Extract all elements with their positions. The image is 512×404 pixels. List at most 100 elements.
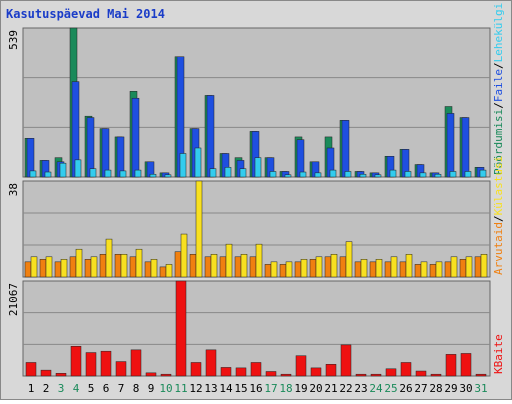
legend: Arvutaid/Külastusi (492, 156, 505, 275)
bar (120, 254, 128, 278)
bar (40, 369, 52, 377)
bar (355, 373, 367, 377)
bar (250, 362, 262, 377)
x-tick-label: 13 (204, 382, 217, 395)
bar (269, 171, 277, 178)
bar (324, 256, 332, 278)
bar (239, 168, 247, 178)
bar (434, 173, 442, 178)
bar (129, 256, 137, 278)
bar (280, 373, 292, 377)
bar (114, 254, 122, 278)
bar (299, 171, 307, 178)
bar (296, 139, 305, 178)
bar (24, 261, 32, 278)
bar (445, 354, 457, 377)
x-tick-label: 22 (339, 382, 352, 395)
bar (315, 256, 323, 278)
bar (330, 254, 338, 278)
bar (150, 259, 158, 278)
bar (446, 113, 455, 178)
bar (189, 254, 197, 278)
bar (254, 157, 262, 178)
legend-entry: Faile (492, 69, 505, 102)
x-tick-label: 25 (384, 382, 397, 395)
bar (74, 159, 82, 178)
x-tick-label: 3 (58, 382, 65, 395)
bar (340, 344, 352, 377)
bar (279, 264, 287, 278)
x-tick-label: 11 (174, 382, 187, 395)
bar (115, 361, 127, 377)
bar (89, 168, 97, 178)
bar (474, 256, 482, 278)
bar (60, 259, 68, 278)
bar (86, 117, 95, 178)
bar (460, 353, 472, 377)
bar (100, 350, 112, 377)
bar (180, 233, 188, 278)
bar (449, 171, 457, 178)
bar (144, 261, 152, 278)
bar (300, 259, 308, 278)
bar (450, 256, 458, 278)
bar (295, 355, 307, 377)
bar (130, 349, 142, 377)
bar (134, 169, 142, 178)
bar (209, 168, 217, 178)
bar (294, 261, 302, 278)
x-tick-label: 4 (73, 382, 80, 395)
bar (341, 120, 350, 178)
legend-entry: Külastusi (492, 156, 505, 216)
bar (225, 243, 233, 278)
bar (480, 254, 488, 278)
bar (400, 362, 412, 377)
bar (414, 264, 422, 278)
bar (85, 352, 97, 377)
x-tick-label: 6 (103, 382, 110, 395)
legend-entry: Pöördumisi (492, 109, 505, 175)
bar (104, 169, 112, 178)
bar (44, 171, 52, 178)
bar (459, 259, 467, 278)
x-tick-label: 1 (28, 382, 35, 395)
bar (464, 171, 472, 178)
bar (190, 362, 202, 377)
bar (204, 256, 212, 278)
legend-entry: Lehekülgi (492, 3, 505, 63)
x-tick-label: 10 (159, 382, 172, 395)
bar (429, 264, 437, 278)
bar (39, 259, 47, 278)
x-tick-label: 5 (88, 382, 95, 395)
x-tick-label: 31 (474, 382, 487, 395)
bar (375, 259, 383, 278)
bar (84, 259, 92, 278)
bar (415, 370, 427, 377)
bar (430, 373, 442, 377)
x-tick-label: 12 (189, 382, 202, 395)
legend-entry: KBaite (492, 334, 505, 374)
legend-separator: / (492, 62, 505, 69)
x-tick-label: 18 (279, 382, 292, 395)
bar (435, 261, 443, 278)
bar (264, 264, 272, 278)
bar (270, 261, 278, 278)
bar (59, 162, 67, 178)
bar (284, 174, 292, 178)
bar (265, 371, 277, 377)
bar (240, 254, 248, 278)
bar (390, 256, 398, 278)
bar (385, 368, 397, 377)
x-tick-label: 27 (414, 382, 427, 395)
bar (29, 170, 37, 178)
bar (461, 117, 470, 178)
bar (164, 174, 172, 178)
x-tick-label: 26 (399, 382, 412, 395)
bar (354, 261, 362, 278)
y-tick-label: 21067 (7, 283, 20, 316)
bar (70, 345, 82, 377)
bar (314, 172, 322, 178)
legend-separator: / (492, 215, 505, 222)
bar (374, 174, 382, 178)
